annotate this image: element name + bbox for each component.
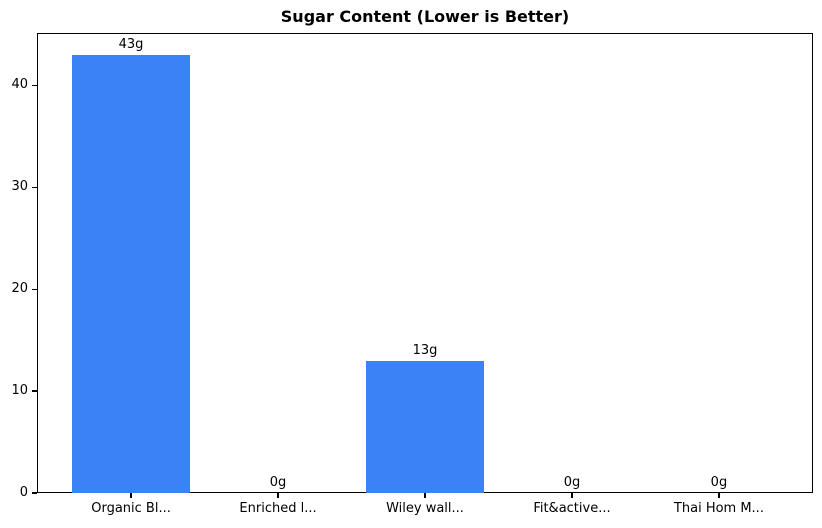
x-tick-mark bbox=[277, 493, 279, 498]
y-tick-mark bbox=[32, 492, 37, 494]
y-tick-mark bbox=[32, 288, 37, 290]
bar-value-label: 43g bbox=[118, 36, 144, 52]
x-tick-label: Organic Bl... bbox=[91, 501, 171, 516]
bar-value-label: 0g bbox=[563, 475, 581, 490]
bar-value-label: 0g bbox=[269, 475, 287, 490]
x-tick-label: Thai Hom M... bbox=[673, 501, 764, 516]
x-tick-mark bbox=[130, 493, 132, 498]
bar-value-label: 0g bbox=[710, 475, 728, 490]
y-tick-label: 30 bbox=[11, 179, 28, 195]
y-tick-label: 40 bbox=[11, 77, 28, 93]
x-tick-label: Wiley wall... bbox=[386, 501, 464, 516]
y-tick-mark bbox=[32, 186, 37, 189]
y-tick-mark bbox=[32, 84, 37, 87]
x-tick-mark bbox=[718, 493, 720, 498]
x-tick-label: Enriched l... bbox=[239, 501, 317, 516]
x-tick-mark bbox=[571, 493, 573, 498]
y-tick-label: 10 bbox=[11, 383, 28, 399]
y-tick-mark bbox=[32, 390, 37, 392]
y-tick-label: 20 bbox=[11, 281, 28, 297]
bar bbox=[72, 54, 190, 493]
bar bbox=[366, 360, 484, 493]
bar-value-label: 13g bbox=[412, 342, 438, 358]
x-tick-label: Fit&active... bbox=[533, 501, 611, 516]
chart-title: Sugar Content (Lower is Better) bbox=[280, 7, 570, 26]
y-tick-label: 0 bbox=[19, 485, 28, 500]
x-tick-mark bbox=[424, 493, 426, 498]
